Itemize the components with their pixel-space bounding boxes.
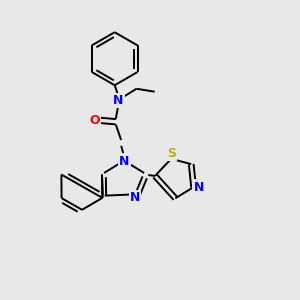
Text: N: N (113, 94, 123, 107)
Text: N: N (130, 191, 140, 204)
Text: N: N (194, 181, 204, 194)
Text: O: O (89, 114, 100, 127)
Text: N: N (119, 155, 129, 168)
Text: S: S (167, 147, 176, 160)
